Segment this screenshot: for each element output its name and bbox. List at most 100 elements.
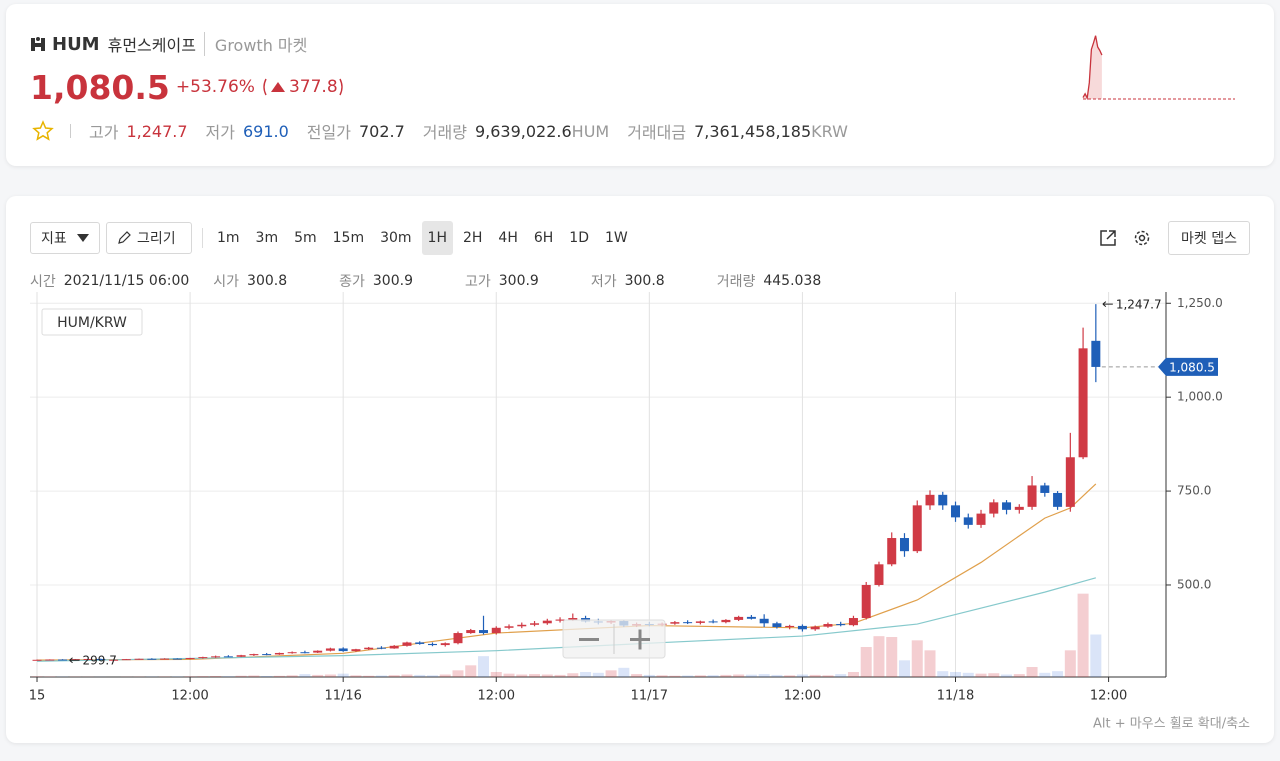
volume-bar (222, 676, 234, 677)
moving-average (37, 577, 1097, 662)
volume-bar (235, 675, 247, 677)
candle-body (109, 659, 119, 661)
volume-bar (541, 674, 553, 677)
volume-bar (567, 673, 579, 677)
favorite-star[interactable] (32, 120, 54, 142)
indicator-button[interactable]: 지표 (30, 222, 100, 254)
candle-body (861, 584, 871, 619)
interval-button[interactable]: 6H (533, 230, 554, 246)
settings-icon[interactable] (1132, 228, 1152, 248)
separator (202, 228, 203, 248)
interval-button[interactable]: 1W (604, 230, 628, 246)
x-tick-label: 12:00 (171, 689, 208, 704)
info-value: 300.8 (624, 273, 665, 289)
volume-bar (580, 672, 592, 677)
y-tick-label: 1,250.0 (1177, 296, 1223, 310)
symbol: HUM (52, 33, 100, 55)
volume-bar (975, 673, 987, 677)
y-tick-label: 1,000.0 (1177, 390, 1223, 404)
candle-body (836, 624, 846, 626)
candle-body (134, 658, 144, 660)
volume-bar (516, 674, 528, 677)
candle-body (721, 619, 731, 623)
interval-button[interactable]: 2H (462, 230, 483, 246)
stat-value: 9,639,022.6 (474, 121, 572, 141)
x-tick-label: 11/18 (937, 689, 974, 704)
interval-button[interactable]: 30m (380, 230, 412, 246)
stats-row: 고가 1,247.7 저가 691.0 전일가 702.7 거래량 9,639,… (32, 120, 848, 142)
candle-body (402, 642, 412, 646)
info-value: 300.8 (247, 273, 288, 289)
volume-bar (350, 675, 362, 677)
candle-body (466, 630, 476, 634)
change-arrow (263, 78, 285, 96)
candle-body (938, 494, 948, 506)
volume-bar (605, 670, 617, 677)
volume-bar (478, 656, 490, 677)
paren (339, 78, 343, 96)
volume-bar (988, 673, 1000, 677)
interval-button[interactable]: 5m (294, 230, 317, 246)
interval-button[interactable]: 4H (498, 230, 518, 246)
volume-bar (337, 673, 349, 677)
marker-arrow (1102, 301, 1113, 308)
volume-bar (924, 650, 936, 677)
volume-bar (1077, 593, 1089, 677)
info-label: 저가 (590, 274, 617, 290)
interval-button[interactable]: 1H (421, 221, 453, 255)
price-row: 1,080.5 +53.76% 377.8 (30, 66, 346, 108)
change: 377.8 (288, 77, 338, 97)
volume-bar (299, 674, 311, 677)
x-tick-label: 12:00 (1090, 689, 1127, 704)
stat-label: 고가 (89, 123, 119, 142)
volume-bar (312, 674, 324, 677)
info-label: 시간 (30, 274, 56, 290)
current-price-label: 1,080.5 (1169, 360, 1215, 374)
interval-button[interactable]: 3m (255, 230, 279, 246)
candle-body (517, 624, 527, 627)
sparkline (1082, 35, 1103, 101)
volume-bar (1001, 674, 1013, 677)
candle-body (899, 538, 909, 552)
volume-bar (1026, 667, 1038, 677)
candle-body (389, 645, 399, 649)
draw-button[interactable]: 그리기 (106, 222, 192, 254)
interval-button[interactable]: 15m (332, 230, 365, 246)
marker-label: 1,247.7 (1116, 298, 1162, 312)
candle-body (542, 620, 552, 624)
volume-bar (618, 667, 630, 677)
volume-bar (1013, 674, 1025, 677)
candle-body (670, 622, 680, 624)
candle-body (976, 513, 986, 525)
stat-value: 702.7 (358, 121, 405, 141)
candle-body (338, 648, 348, 652)
info-value: 300.9 (372, 273, 413, 289)
candle-body (351, 649, 361, 652)
volume-bar (426, 675, 438, 677)
candle-body (989, 502, 999, 514)
candle-body (695, 621, 705, 623)
volume-bar (261, 676, 273, 677)
zoom-controls[interactable] (562, 619, 666, 659)
candle-body (925, 494, 935, 506)
candle-body (211, 656, 221, 658)
candle-body (325, 648, 335, 651)
interval-button[interactable]: 1D (569, 230, 589, 246)
interval-button[interactable]: 1m (217, 230, 240, 246)
volume-bar (273, 675, 285, 677)
candle-body (32, 659, 42, 661)
depth-button[interactable]: 마켓 뎁스 (1168, 221, 1250, 255)
candle-body (479, 630, 489, 634)
current-price-tag (1158, 357, 1218, 376)
popout-icon[interactable] (1098, 228, 1118, 248)
marker-label: 299.7 (83, 654, 117, 668)
zoom-out (579, 638, 599, 641)
stat-value: 691.0 (242, 121, 289, 141)
dropdown-icon (77, 234, 89, 242)
volume-bar (452, 670, 464, 677)
stat-value: 1,247.7 (126, 121, 188, 141)
volume-bar (1090, 634, 1102, 677)
volume-bar (860, 647, 872, 677)
volume-bar (656, 675, 668, 677)
